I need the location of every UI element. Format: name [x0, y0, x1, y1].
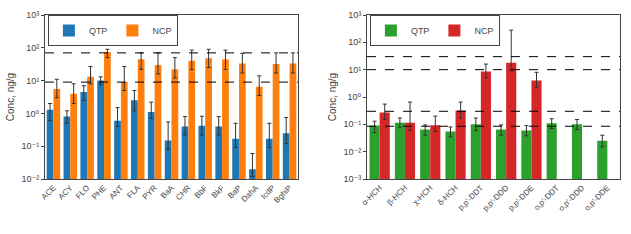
- svg-text:Conc, ng/g: Conc, ng/g: [327, 73, 338, 121]
- svg-text:α-HCH: α-HCH: [360, 183, 384, 207]
- svg-text:BaP: BaP: [226, 183, 243, 200]
- svg-text:10²: 10²: [348, 37, 361, 47]
- svg-text:β-HCH: β-HCH: [385, 183, 409, 207]
- svg-text:BkF: BkF: [210, 183, 227, 200]
- svg-text:CHR: CHR: [174, 183, 193, 202]
- svg-text:BbF: BbF: [193, 183, 210, 200]
- svg-text:NCP: NCP: [152, 26, 171, 36]
- svg-text:ACY: ACY: [57, 183, 75, 201]
- svg-text:δ-HCH: δ-HCH: [436, 183, 460, 207]
- svg-text:10¹: 10¹: [26, 76, 39, 86]
- svg-text:ACE: ACE: [40, 183, 58, 201]
- svg-text:Conc, ng/g: Conc, ng/g: [5, 73, 16, 121]
- svg-text:BghiP: BghiP: [272, 183, 293, 204]
- svg-text:ANT: ANT: [107, 183, 125, 201]
- svg-text:o,p′-DDT: o,p′-DDT: [532, 183, 561, 212]
- svg-text:10⁰: 10⁰: [348, 92, 362, 102]
- svg-text:PHE: PHE: [90, 183, 108, 201]
- svg-text:p,p′-DDE: p,p′-DDE: [507, 183, 536, 212]
- svg-text:10⁻²: 10⁻²: [343, 147, 361, 157]
- svg-text:o,p′-DDD: o,p′-DDD: [557, 183, 587, 213]
- svg-text:QTP: QTP: [411, 26, 430, 36]
- svg-text:IcdP: IcdP: [259, 183, 277, 201]
- svg-text:10⁻¹: 10⁻¹: [343, 119, 361, 129]
- svg-text:o,p′-DDE: o,p′-DDE: [582, 183, 611, 212]
- svg-text:10⁰: 10⁰: [26, 109, 40, 119]
- svg-text:10³: 10³: [348, 10, 361, 20]
- svg-text:p,p′-DDT: p,p′-DDT: [456, 183, 485, 212]
- svg-text:10⁻³: 10⁻³: [343, 174, 361, 184]
- svg-text:BaA: BaA: [159, 183, 177, 201]
- svg-text:10²: 10²: [26, 43, 39, 53]
- svg-text:χ-HCH: χ-HCH: [411, 183, 435, 207]
- svg-text:10³: 10³: [26, 10, 39, 20]
- svg-text:FLO: FLO: [74, 183, 91, 200]
- svg-text:DahA: DahA: [240, 183, 261, 204]
- svg-text:NCP: NCP: [474, 26, 493, 36]
- svg-text:p,p′-DDD: p,p′-DDD: [481, 183, 511, 213]
- svg-text:10¹: 10¹: [348, 65, 361, 75]
- svg-text:10⁻²: 10⁻²: [21, 174, 39, 184]
- svg-text:QTP: QTP: [89, 26, 108, 36]
- svg-text:10⁻¹: 10⁻¹: [21, 141, 39, 151]
- svg-text:FLA: FLA: [125, 183, 142, 200]
- svg-text:PYR: PYR: [141, 183, 159, 201]
